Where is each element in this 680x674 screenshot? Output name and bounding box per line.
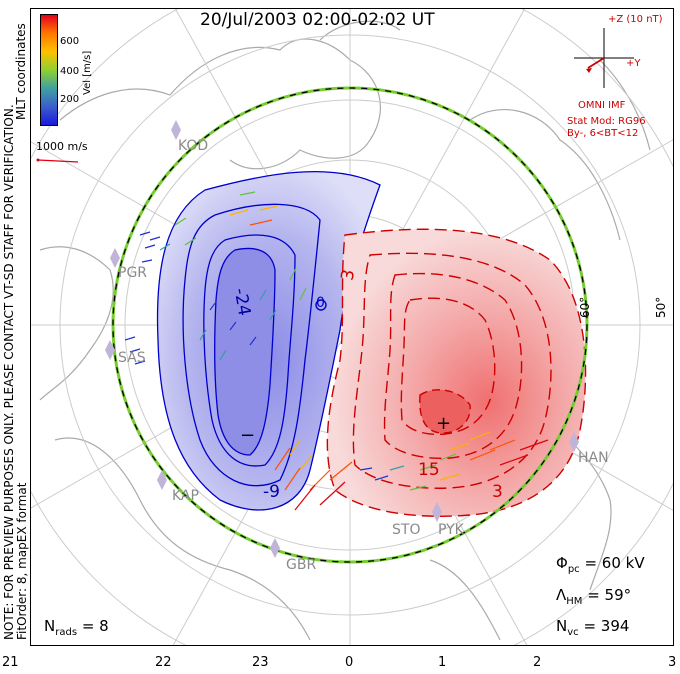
- imf-condition: By-, 6<BT<12: [567, 128, 639, 139]
- station-marker: [569, 432, 579, 452]
- contour-label-pos-low: 3: [492, 482, 503, 502]
- mlt-label: 1: [438, 655, 447, 670]
- mlt-label: 0: [345, 655, 354, 670]
- station-marker: [270, 538, 280, 558]
- contour-min-mark: −: [240, 425, 256, 446]
- station-marker: [110, 248, 120, 268]
- coord-label: MLT coordinates: [14, 23, 28, 120]
- contour-max-mark: +: [436, 413, 452, 434]
- mlt-label: 22: [155, 655, 172, 670]
- station-marker: [432, 502, 442, 522]
- station-label: PYK: [438, 522, 464, 538]
- velocity-colorbar: [40, 14, 58, 126]
- page-title: 20/Jul/2003 02:00-02:02 UT: [200, 10, 435, 30]
- preview-note: NOTE: FOR PREVIEW PURPOSES ONLY. PLEASE …: [2, 104, 16, 640]
- contour-label-pos-small: 15: [418, 460, 440, 480]
- scale-vector-label: 1000 m/s: [36, 140, 88, 153]
- imf-source: OMNI IMF: [578, 100, 626, 111]
- contour-zero-mark: 0: [316, 295, 325, 311]
- dusk-cell: [156, 171, 381, 511]
- station-marker: [171, 120, 181, 140]
- colorbar-tick: 400: [60, 66, 80, 77]
- colorbar-unit: Vel [m/s]: [82, 50, 93, 95]
- station-label: PGR: [118, 265, 148, 281]
- imf-clock-dial: [574, 28, 634, 88]
- station-label: GBR: [286, 557, 317, 573]
- fit-order-note: FitOrder: 8, mapEX format: [15, 482, 29, 640]
- stat-lambda-hm: ΛHM = 59°: [556, 586, 632, 607]
- pole-marker: [315, 299, 327, 311]
- station-label: STO: [392, 522, 421, 538]
- station-label: HAN: [578, 450, 609, 466]
- station-label: KOD: [178, 138, 209, 154]
- station-marker: [157, 470, 167, 490]
- mlt-label: 3: [668, 655, 677, 670]
- station-label: SAS: [118, 350, 146, 366]
- imf-y-label: +Y: [626, 58, 641, 69]
- colorbar-tick: 600: [60, 36, 80, 47]
- stat-n-vc: Nvc = 394: [556, 617, 630, 638]
- contour-label-neg-small: -9: [263, 482, 280, 502]
- station-markers: [105, 120, 579, 558]
- mlt-label: 23: [252, 655, 269, 670]
- plot-frame: [30, 8, 674, 646]
- mlt-label: 2: [533, 655, 542, 670]
- latitude-label-60: 60°: [578, 296, 592, 318]
- mlt-label: 21: [2, 655, 19, 670]
- dawn-cell: [326, 228, 587, 517]
- hm-boundary-black: [112, 87, 588, 563]
- coastlines: [39, 20, 651, 641]
- velocity-vectors: [124, 191, 549, 511]
- station-label: KAP: [172, 488, 199, 504]
- scale-vector: [36, 158, 79, 163]
- stat-phi-pc: Φpc = 60 kV: [556, 554, 645, 575]
- stat-n-rads: Nrads = 8: [44, 617, 109, 638]
- colorbar-tick: 200: [60, 94, 80, 105]
- station-marker: [105, 340, 115, 360]
- imf-z-label: +Z (10 nT): [608, 14, 663, 25]
- latitude-label-50: 50°: [654, 296, 668, 318]
- imf-model: Stat Mod: RG96: [567, 116, 646, 127]
